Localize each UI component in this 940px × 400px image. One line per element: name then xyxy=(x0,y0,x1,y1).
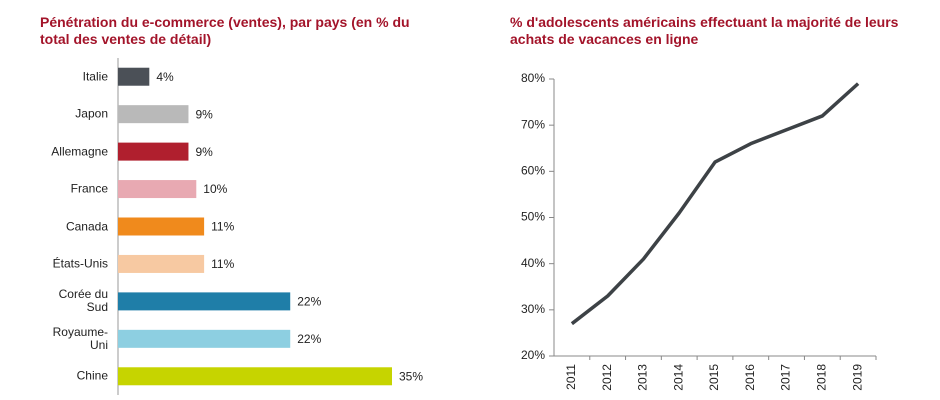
category-label: Japon xyxy=(75,106,108,121)
bar xyxy=(118,367,392,386)
y-tick-label: 60% xyxy=(521,164,545,178)
value-label: 10% xyxy=(203,182,227,196)
y-tick-label: 70% xyxy=(521,117,545,131)
x-tick-label: 2012 xyxy=(600,364,614,391)
chart-title: Pénétration du e-commerce (ventes), par … xyxy=(40,14,410,47)
value-label: 4% xyxy=(156,70,174,84)
bar xyxy=(118,217,205,236)
category-label: Royaume-Uni xyxy=(52,324,108,352)
value-label: 11% xyxy=(211,220,234,234)
value-label: 35% xyxy=(399,369,423,383)
x-tick-label: 2011 xyxy=(564,364,578,390)
y-tick-label: 50% xyxy=(521,210,545,224)
value-label: 9% xyxy=(195,145,213,159)
x-tick-label: 2014 xyxy=(671,364,685,391)
category-label: Chine xyxy=(76,368,108,383)
x-tick-label: 2018 xyxy=(815,364,829,391)
y-tick-label: 80% xyxy=(521,71,545,85)
y-tick-label: 40% xyxy=(521,256,545,270)
value-label: 22% xyxy=(297,332,321,346)
value-label: 22% xyxy=(297,295,321,309)
line xyxy=(570,82,860,326)
bar xyxy=(118,67,150,86)
category-label: États-Unis xyxy=(52,256,108,271)
x-tick-label: 2013 xyxy=(636,364,650,391)
value-label: 11% xyxy=(211,257,234,271)
bar xyxy=(118,105,189,124)
x-tick-label: 2015 xyxy=(707,364,721,391)
category-label: France xyxy=(70,181,108,196)
category-label: Canada xyxy=(65,219,108,233)
y-tick-label: 30% xyxy=(521,302,545,316)
bar xyxy=(118,254,205,273)
category-label: Italie xyxy=(82,69,108,84)
chart-title: % d'adolescents américains effectuant la… xyxy=(510,14,899,47)
x-tick-label: 2019 xyxy=(850,364,864,391)
value-label: 9% xyxy=(195,107,213,121)
bar xyxy=(118,329,291,348)
x-tick-label: 2017 xyxy=(779,364,793,391)
bar xyxy=(118,180,197,199)
category-label: Corée du Sud xyxy=(58,287,108,315)
y-tick-label: 20% xyxy=(521,348,545,362)
bar xyxy=(118,142,189,161)
category-label: Allemagne xyxy=(51,144,108,159)
bar xyxy=(118,292,291,311)
x-tick-label: 2016 xyxy=(743,364,757,391)
